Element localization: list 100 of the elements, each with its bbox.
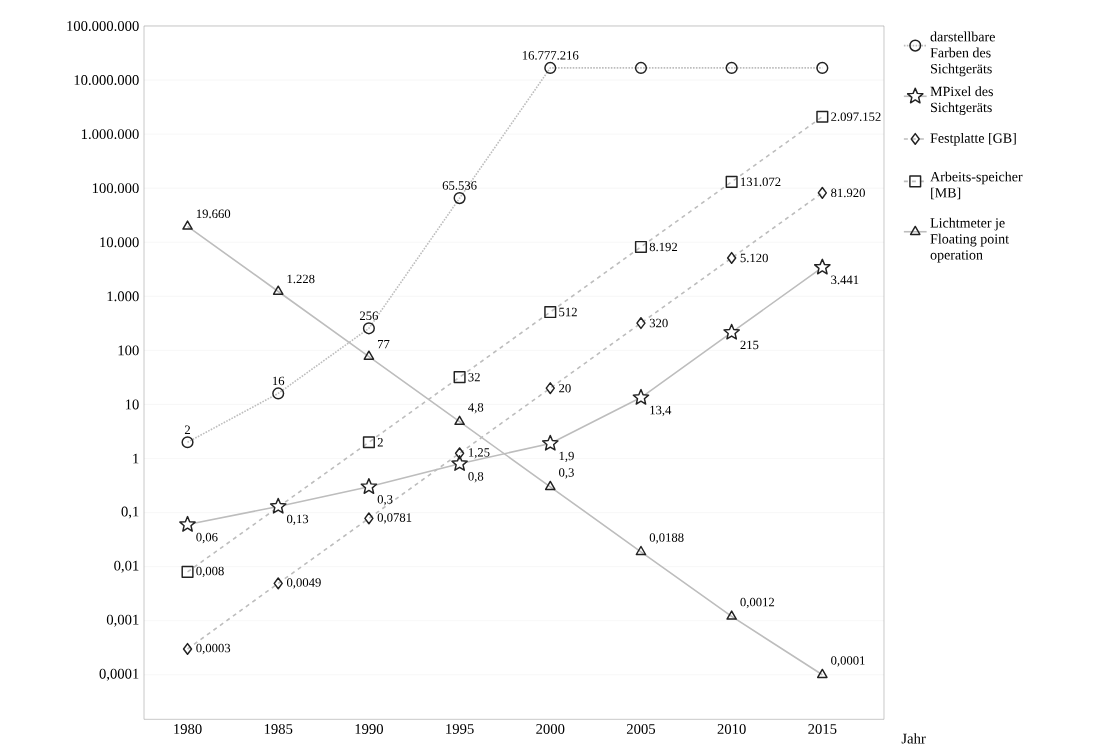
y-tick-label: 10.000.000 bbox=[74, 75, 139, 86]
y-tick-label: 1 bbox=[133, 453, 139, 464]
data-label: 5.120 bbox=[740, 253, 768, 263]
data-label: 2 bbox=[184, 425, 191, 434]
data-label: 0,06 bbox=[196, 532, 218, 544]
x-tick-label: 1985 bbox=[264, 724, 293, 734]
point bbox=[816, 668, 828, 679]
point bbox=[454, 447, 465, 460]
y-tick-label: 1.000.000 bbox=[81, 129, 139, 140]
point bbox=[272, 387, 285, 400]
y-tick-label: 10 bbox=[125, 399, 139, 410]
x-tick-label: 1980 bbox=[174, 724, 202, 734]
point bbox=[816, 110, 829, 123]
point bbox=[725, 61, 738, 74]
data-label: 0,3 bbox=[377, 495, 393, 506]
point bbox=[364, 512, 374, 525]
point bbox=[269, 497, 287, 514]
x-tick-label: 2015 bbox=[808, 724, 837, 734]
y-tick-label: 100.000 bbox=[92, 183, 139, 194]
x-tick-label: 1995 bbox=[446, 724, 474, 734]
point bbox=[182, 220, 193, 230]
data-label: 0,008 bbox=[196, 566, 224, 578]
y-tick-label: 10.000 bbox=[100, 237, 139, 248]
y-tick-label: 0,001 bbox=[106, 614, 139, 627]
data-label: 20 bbox=[559, 383, 571, 393]
x-axis-title: Jahr bbox=[901, 733, 926, 744]
data-label: 2.097.152 bbox=[831, 112, 881, 122]
data-label: 3.441 bbox=[831, 275, 859, 285]
data-label: 0,0049 bbox=[286, 578, 321, 589]
data-label: 256 bbox=[359, 311, 379, 321]
point bbox=[545, 382, 556, 395]
data-label: 81.920 bbox=[831, 188, 865, 198]
y-tick-label: 0,1 bbox=[121, 506, 139, 519]
data-label: 1,25 bbox=[468, 448, 490, 459]
data-label: 77 bbox=[378, 339, 390, 349]
point bbox=[723, 323, 740, 340]
point bbox=[725, 175, 738, 188]
data-label: 0,13 bbox=[286, 514, 309, 526]
point bbox=[451, 455, 468, 471]
point bbox=[544, 480, 556, 491]
point bbox=[634, 61, 648, 74]
y-tick-label: 0,0001 bbox=[99, 668, 139, 681]
data-label: 0,0001 bbox=[831, 656, 865, 667]
legend-label: Arbeits-speicher [MB] bbox=[930, 171, 1023, 200]
y-tick-label: 100.000.000 bbox=[67, 21, 139, 31]
point bbox=[634, 240, 648, 254]
point bbox=[360, 478, 378, 494]
point bbox=[453, 371, 466, 384]
data-label: 13,4 bbox=[650, 405, 672, 417]
point bbox=[817, 186, 828, 199]
x-tick-label: 2010 bbox=[717, 724, 746, 734]
point bbox=[272, 285, 284, 295]
point bbox=[813, 258, 831, 275]
point bbox=[362, 322, 375, 335]
point bbox=[726, 251, 737, 265]
data-label: 32 bbox=[468, 372, 480, 382]
point bbox=[544, 305, 557, 319]
data-label: 8.192 bbox=[649, 242, 678, 252]
data-label: 4,8 bbox=[468, 403, 484, 414]
data-label: 0,3 bbox=[559, 468, 574, 479]
point bbox=[179, 515, 196, 532]
data-label: 65.536 bbox=[442, 181, 477, 190]
data-label: 2 bbox=[377, 438, 383, 447]
point bbox=[726, 610, 737, 620]
legend-label: Festplatte [GB] bbox=[930, 132, 1016, 146]
x-tick-label: 2005 bbox=[626, 724, 656, 734]
data-label: 1,9 bbox=[559, 451, 574, 463]
y-tick-label: 0,01 bbox=[114, 560, 139, 573]
point bbox=[454, 415, 465, 426]
data-label: 0,8 bbox=[468, 472, 484, 483]
point bbox=[181, 436, 194, 449]
data-label: 16.777.216 bbox=[522, 51, 579, 60]
x-tick-label: 2000 bbox=[536, 724, 565, 734]
data-label: 0,0012 bbox=[740, 597, 775, 609]
point bbox=[181, 565, 194, 578]
point bbox=[632, 388, 650, 405]
x-tick-label: 1990 bbox=[355, 724, 384, 734]
point bbox=[182, 642, 193, 656]
point bbox=[544, 61, 557, 74]
data-label: 215 bbox=[740, 340, 759, 350]
legend-label: MPixel des Sichtgeräts bbox=[930, 86, 993, 116]
point bbox=[635, 545, 647, 556]
point bbox=[816, 61, 829, 74]
point bbox=[273, 577, 283, 590]
data-label: 0,0781 bbox=[377, 513, 412, 524]
point bbox=[453, 192, 466, 205]
legend-label: darstellbare Farben des Sichtgeräts bbox=[930, 31, 995, 77]
data-label: 1.228 bbox=[287, 274, 315, 284]
data-label: 320 bbox=[649, 318, 668, 328]
data-label: 19.660 bbox=[196, 209, 231, 219]
point bbox=[362, 436, 375, 449]
data-label: 512 bbox=[559, 307, 577, 317]
data-label: 0,0188 bbox=[649, 533, 684, 544]
point bbox=[541, 434, 559, 451]
y-tick-label: 1.000 bbox=[107, 291, 139, 302]
y-tick-label: 100 bbox=[118, 345, 139, 356]
point bbox=[636, 317, 646, 330]
data-label: 131.072 bbox=[741, 177, 781, 187]
point bbox=[363, 350, 375, 360]
legend-label: Lichtmeter je Floating point operation bbox=[930, 217, 1009, 263]
